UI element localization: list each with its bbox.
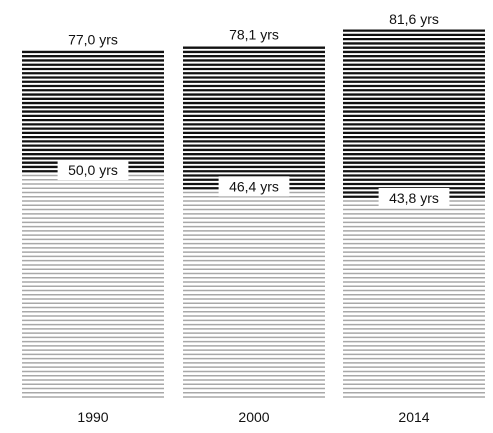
inner-value-label-1990: 50,0 yrs bbox=[68, 162, 118, 178]
inner-value-label-2014: 43,8 yrs bbox=[389, 190, 439, 206]
inner-value-label-2014-box bbox=[378, 188, 450, 209]
inner-value-label-1990-box bbox=[57, 160, 129, 181]
category-label-1990: 1990 bbox=[77, 409, 108, 425]
column-2014: 81,6 yrs 43,8 yrs 2014 bbox=[343, 11, 485, 425]
top-value-label-1990: 77,0 yrs bbox=[68, 32, 118, 48]
inner-value-label-2000-box bbox=[218, 176, 290, 197]
top-value-label-2000: 78,1 yrs bbox=[229, 27, 279, 43]
bar-lower-2000 bbox=[183, 188, 325, 397]
category-label-2014: 2014 bbox=[398, 409, 429, 425]
inner-value-label-2000: 46,4 yrs bbox=[229, 178, 279, 194]
category-label-2000: 2000 bbox=[238, 409, 269, 425]
top-value-label-2014: 81,6 yrs bbox=[389, 11, 439, 27]
column-2000: 78,1 yrs 46,4 yrs 2000 bbox=[183, 27, 325, 425]
column-1990: 77,0 yrs 50,0 yrs 1990 bbox=[22, 32, 164, 425]
